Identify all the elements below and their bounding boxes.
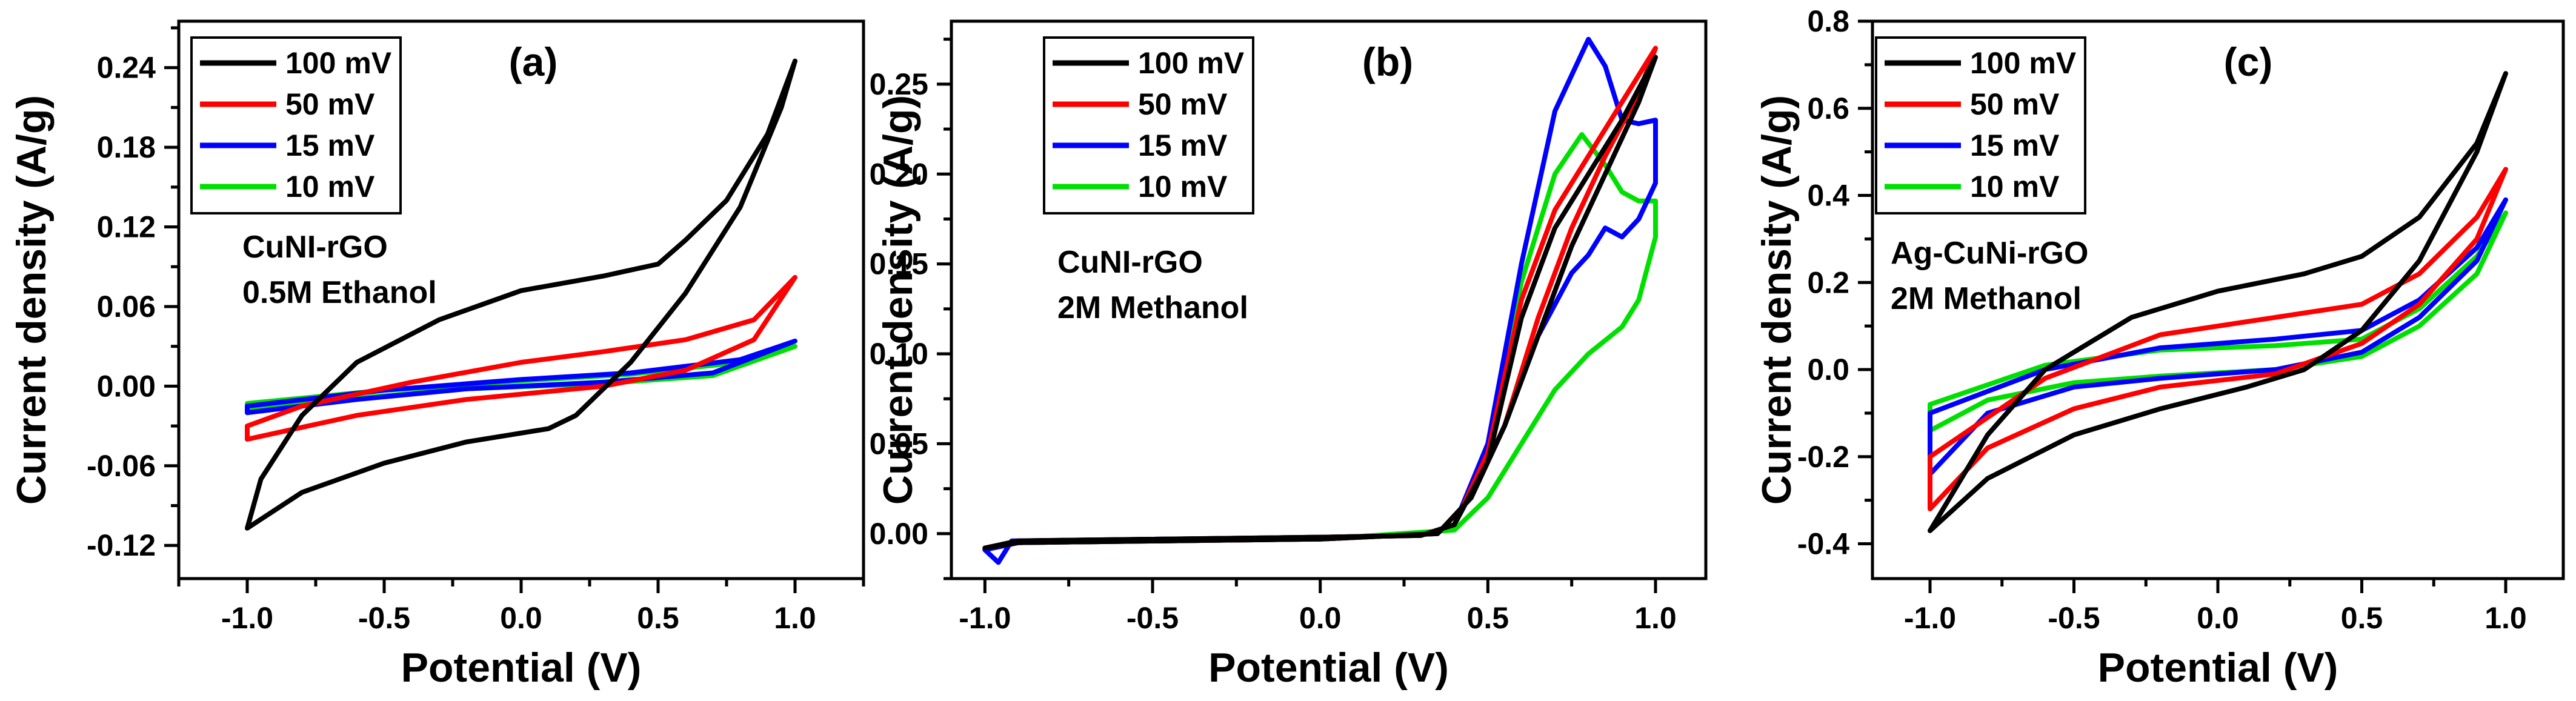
y-tick-label: 0.00 xyxy=(870,517,928,551)
x-tick-label: -0.5 xyxy=(358,601,410,635)
legend-label: 50 mV xyxy=(1970,87,2060,121)
panel-label: (a) xyxy=(509,39,558,84)
curves xyxy=(245,58,797,531)
legend: 100 mV 50 mV 15 mV 10 mV xyxy=(1875,36,2086,214)
legend: 100 mV 50 mV 15 mV 10 mV xyxy=(190,36,402,214)
y-tick-label: 0.2 xyxy=(1807,265,1849,299)
series-line-100-mv xyxy=(982,55,1658,551)
legend-label: 100 mV xyxy=(1970,46,2077,80)
series-line-15-mv xyxy=(1928,197,2508,477)
x-tick-label: 0.0 xyxy=(500,601,542,635)
curves xyxy=(982,36,1658,565)
x-tick-label: 1.0 xyxy=(774,601,816,635)
curves xyxy=(1928,71,2508,533)
y-tick-label: 0.00 xyxy=(97,369,156,403)
legend: 100 mV 50 mV 15 mV 10 mV xyxy=(1043,36,1254,214)
legend-label: 100 mV xyxy=(285,46,392,80)
y-axis-title: Current density (A/g) xyxy=(875,95,921,505)
x-tick-label: -0.5 xyxy=(2048,601,2100,635)
y-axis-title: Current density (A/g) xyxy=(1754,95,1800,505)
y-tick-label: 0.12 xyxy=(97,210,156,244)
y-tick-label: 0.4 xyxy=(1807,179,1849,213)
chart-panel-2: -1.0 -0.5 0.0 0.5 1.0 -0.4 -0.2 0.0 0.2 0.4 0.6 0.8… xyxy=(1754,4,2565,691)
y-tick-label: 0.0 xyxy=(1807,353,1849,387)
chart-panel-0: -1.0 -0.5 0.0 0.5 1.0 -0.12 -0.06 0.00 0.06 0.12 0… xyxy=(8,19,865,691)
legend-label: 50 mV xyxy=(1138,87,1228,121)
plot-frame xyxy=(950,19,1708,580)
y-tick-label: -0.06 xyxy=(87,449,156,483)
x-axis-title: Potential (V) xyxy=(1208,645,1449,691)
panel-label: (c) xyxy=(2224,39,2273,84)
x-tick-label: -1.0 xyxy=(1904,601,1956,635)
y-tick-label: 0.25 xyxy=(870,67,928,101)
y-tick-label: 0.06 xyxy=(97,290,156,324)
sample-annotation: 2M Methanol xyxy=(1057,290,1248,325)
x-tick-label: 1.0 xyxy=(2484,601,2527,635)
series-line-100-mv xyxy=(1928,71,2508,533)
x-axis-title: Potential (V) xyxy=(401,645,642,691)
legend-label: 15 mV xyxy=(285,128,375,162)
x-axis-title: Potential (V) xyxy=(2098,645,2338,691)
y-tick-label: -0.12 xyxy=(87,528,156,562)
chart-panel-1: -1.0 -0.5 0.0 0.5 1.0 0.00 0.05 0.10 0.15 0.20 0.2… xyxy=(870,19,1708,691)
x-tick-label: -0.5 xyxy=(1127,601,1179,635)
sample-annotation: 0.5M Ethanol xyxy=(242,275,437,310)
y-tick-label: 0.05 xyxy=(870,427,928,460)
panel-label: (b) xyxy=(1362,39,1413,84)
sample-annotation: 2M Methanol xyxy=(1891,281,2082,316)
y-tick-label: 0.24 xyxy=(97,51,156,85)
legend-label: 10 mV xyxy=(285,170,375,204)
legend-label: 50 mV xyxy=(285,87,375,121)
y-tick-label: 0.6 xyxy=(1807,91,1849,125)
x-tick-label: 0.5 xyxy=(637,601,679,635)
sample-annotation: CuNI-rGO xyxy=(1057,245,1203,280)
x-tick-label: -1.0 xyxy=(959,601,1011,635)
y-tick-label: 0.10 xyxy=(870,337,928,371)
y-tick-label: 0.15 xyxy=(870,247,928,281)
y-tick-label: 0.18 xyxy=(97,130,156,164)
series-line-50-mv xyxy=(1928,167,2508,511)
series-line-100-mv xyxy=(245,58,797,531)
y-tick-label: 0.20 xyxy=(870,157,928,191)
x-tick-label: 0.0 xyxy=(2197,601,2239,635)
sample-annotation: Ag-CuNi-rGO xyxy=(1891,236,2088,271)
legend-label: 15 mV xyxy=(1970,128,2060,162)
x-tick-label: 0.5 xyxy=(2341,601,2383,635)
x-tick-label: 1.0 xyxy=(1634,601,1677,635)
y-tick-label: 0.8 xyxy=(1807,4,1849,38)
x-tick-label: 0.5 xyxy=(1467,601,1509,635)
x-tick-label: 0.0 xyxy=(1299,601,1342,635)
legend-label: 100 mV xyxy=(1138,46,1245,80)
legend-label: 15 mV xyxy=(1138,128,1228,162)
legend-label: 10 mV xyxy=(1138,170,1228,204)
y-tick-label: -0.4 xyxy=(1797,527,1849,561)
x-tick-label: -1.0 xyxy=(221,601,273,635)
y-tick-label: -0.2 xyxy=(1797,440,1849,474)
y-axis-title: Current density (A/g) xyxy=(8,95,55,505)
legend-label: 10 mV xyxy=(1970,170,2060,204)
series-line-50-mv xyxy=(245,274,797,442)
sample-annotation: CuNI-rGO xyxy=(242,230,388,265)
